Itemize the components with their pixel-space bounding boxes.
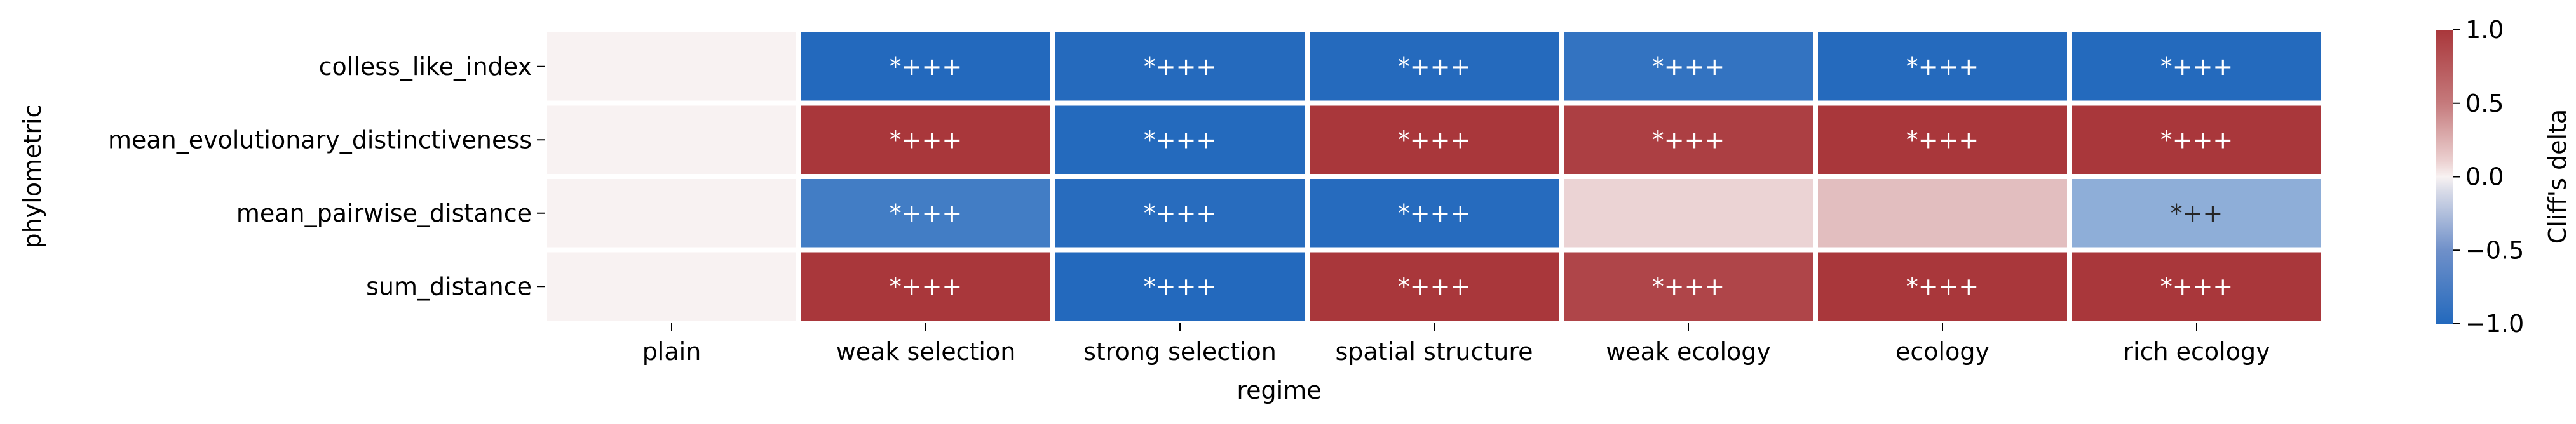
y-axis-ticks: colless_like_index mean_evolutionary_dist…	[108, 53, 545, 300]
heatmap-cell	[1310, 179, 1559, 248]
heatmap-cell	[1564, 105, 1813, 174]
cell-annotation: *+++	[1906, 53, 1979, 81]
cell-annotation: *+++	[1906, 126, 1979, 154]
cell-annotation: *+++	[1398, 126, 1471, 154]
heatmap-cell	[801, 32, 1050, 101]
heatmap-cell	[547, 179, 796, 248]
y-tick-label: mean_pairwise_distance	[236, 199, 532, 227]
cell-annotation: *+++	[2160, 53, 2234, 81]
cell-annotation: *+++	[1144, 199, 1217, 227]
cell-annotation: *+++	[1652, 53, 1725, 81]
heatmap-cell	[1055, 32, 1305, 101]
x-tick-label: spatial structure	[1335, 338, 1533, 366]
colorbar	[2436, 30, 2453, 324]
cell-annotation: *+++	[1652, 126, 1725, 154]
heatmap-cell	[2072, 32, 2321, 101]
x-axis-ticks: plain weak selection strong selection spati…	[642, 323, 2270, 366]
x-tick-label: strong selection	[1083, 338, 1277, 366]
colorbar-gradient	[2436, 30, 2453, 324]
cell-annotation: *+++	[890, 53, 963, 81]
cell-annotation: *+++	[1398, 53, 1471, 81]
x-tick-label: plain	[642, 338, 702, 366]
colorbar-tick-label: 1.0	[2465, 16, 2504, 44]
heatmap-cell	[1818, 252, 2067, 321]
cell-annotation: *+++	[1398, 199, 1471, 227]
y-axis-title: phylometric	[18, 105, 46, 249]
heatmap-cell	[1055, 105, 1305, 174]
heatmap-cell-labels: *+++ *+++ *+++ *+++ *+++ *+++ *+++ *+++ *+++ *+++…	[890, 53, 2234, 301]
cell-annotation: *+++	[890, 126, 963, 154]
cell-annotation: *+++	[890, 199, 963, 227]
cell-annotation: *+++	[1144, 126, 1217, 154]
cell-annotation: *+++	[2160, 126, 2234, 154]
heatmap-cell	[1310, 32, 1559, 101]
heatmap-cell	[1564, 32, 1813, 101]
heatmap-cell	[1055, 179, 1305, 248]
colorbar-tick-label: 0.0	[2465, 163, 2504, 191]
heatmap-cell	[1564, 252, 1813, 321]
colorbar-ticks: −1.0 −0.5 0.0 0.5 1.0	[2453, 16, 2524, 338]
heatmap-cell	[1055, 252, 1305, 321]
cell-annotation: *+++	[1398, 272, 1471, 300]
colorbar-tick-label: −1.0	[2465, 310, 2524, 338]
x-axis-title: regime	[1237, 376, 1321, 404]
cell-annotation: *+++	[1144, 53, 1217, 81]
heatmap-cell	[1310, 252, 1559, 321]
y-tick-label: sum_distance	[366, 272, 532, 300]
heatmap-cells	[547, 32, 2321, 321]
heatmap-cell	[801, 105, 1050, 174]
heatmap-cell	[2072, 105, 2321, 174]
cell-annotation: *+++	[890, 272, 963, 300]
cell-annotation: *+++	[2160, 272, 2234, 300]
x-tick-label: ecology	[1895, 338, 1990, 366]
heatmap-cell	[2072, 179, 2321, 248]
heatmap-cell	[1818, 179, 2067, 248]
y-tick-label: colless_like_index	[319, 53, 532, 81]
heatmap-cell	[547, 252, 796, 321]
heatmap-cell	[801, 179, 1050, 248]
x-tick-label: weak ecology	[1606, 338, 1771, 366]
heatmap-cell	[547, 105, 796, 174]
colorbar-tick-label: −0.5	[2465, 236, 2524, 264]
colorbar-label: Cliff's delta	[2544, 109, 2572, 244]
y-tick-label: mean_evolutionary_distinctiveness	[108, 126, 532, 154]
heatmap-cell	[2072, 252, 2321, 321]
cell-annotation: *+++	[1144, 272, 1217, 300]
heatmap-cell	[1310, 105, 1559, 174]
cell-annotation: *+++	[1652, 272, 1725, 300]
x-tick-label: weak selection	[836, 338, 1016, 366]
cell-annotation: *+++	[1906, 272, 1979, 300]
heatmap-cell	[1818, 32, 2067, 101]
heatmap-cell	[801, 252, 1050, 321]
heatmap-cell	[1818, 105, 2067, 174]
cell-annotation: *++	[2171, 199, 2223, 227]
heatmap-cell	[547, 32, 796, 101]
heatmap-cell	[1564, 179, 1813, 248]
x-tick-label: rich ecology	[2123, 338, 2270, 366]
colorbar-tick-label: 0.5	[2465, 89, 2504, 117]
